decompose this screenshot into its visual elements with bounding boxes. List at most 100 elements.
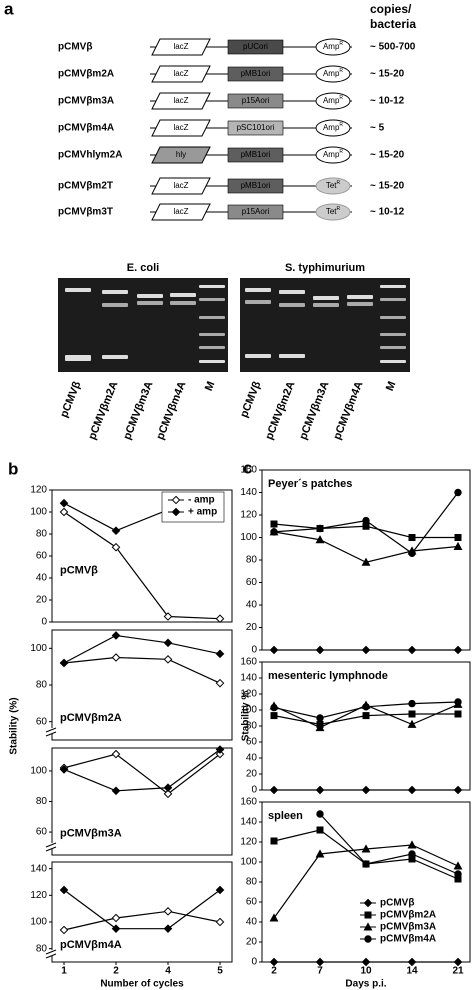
point: [454, 488, 462, 497]
y-tick-label: 160: [240, 465, 257, 476]
marker-gene: [151, 92, 211, 110]
y-tick-label: 60: [36, 716, 48, 727]
point: [362, 712, 370, 720]
point: [407, 840, 417, 849]
point: [362, 516, 370, 525]
resistance-name: Amp: [323, 150, 340, 159]
construct-name: pCMVβ: [58, 42, 92, 53]
point: [111, 631, 121, 640]
resistance-label: AmpR: [323, 122, 343, 132]
lane-label: pCMVβm2A: [263, 380, 297, 442]
point: [408, 850, 416, 858]
gel-band: [137, 294, 163, 298]
y-tick-label: 0: [251, 957, 257, 968]
point: [364, 935, 372, 943]
construct-name: pCMVβm4A: [58, 123, 114, 134]
y-tick-label: 100: [30, 917, 47, 928]
point: [269, 957, 279, 967]
point: [163, 638, 173, 648]
y-tick-label: 80: [246, 877, 258, 888]
gel-band: [380, 298, 406, 301]
copies: ~ 10-12: [370, 207, 405, 218]
resistance-label: AmpR: [323, 68, 343, 78]
copies-header: copies/: [370, 2, 412, 16]
marker-gene: [151, 65, 211, 83]
lane-label: pCMVβm4A: [154, 380, 188, 442]
panel-title: pCMVβm4A: [60, 939, 122, 951]
panel-label: b: [8, 459, 18, 478]
marker-gene-label: lacZ: [173, 69, 188, 78]
resistance-label: TetR: [326, 180, 341, 190]
gel-band: [279, 303, 305, 307]
point: [111, 786, 121, 796]
y-tick-label: 20: [246, 937, 258, 948]
ori-label: p15Aori: [242, 96, 270, 105]
y-tick-label: 100: [30, 507, 47, 518]
point: [59, 925, 69, 935]
copies: ~ 15-20: [370, 181, 405, 192]
marker-gene-label: lacZ: [173, 207, 188, 216]
series-line: [63, 511, 221, 620]
point: [111, 749, 121, 759]
y-tick-label: 120: [240, 510, 257, 521]
resistance-gene: [315, 38, 351, 56]
ori: [227, 204, 284, 220]
marker-gene: [151, 146, 211, 164]
point: [364, 911, 372, 919]
copies: ~ 15-20: [370, 69, 405, 80]
x-tick-label: 7: [317, 966, 323, 977]
resistance-name: Tet: [326, 207, 337, 216]
lane-label: pCMVβm3A: [121, 380, 155, 442]
ori: [227, 66, 284, 82]
axis-break: [45, 842, 57, 848]
y-tick-label: 120: [240, 837, 257, 848]
series-line: [63, 910, 221, 931]
marker-gene: [151, 203, 211, 221]
gel-title: S. typhimurium: [285, 262, 365, 274]
resistance-gene: [315, 203, 351, 221]
panel-label: c: [243, 458, 252, 477]
copies: ~ 5: [370, 123, 385, 134]
axis-break-gap: [46, 843, 56, 849]
point: [316, 524, 324, 533]
y-tick-label: 120: [30, 890, 47, 901]
resistance-sup: R: [337, 206, 341, 212]
legend-box: [161, 491, 225, 523]
ori-label: pMB1ori: [241, 150, 271, 159]
y-tick-label: 80: [36, 529, 48, 540]
gel-band: [65, 288, 91, 292]
ori: [227, 178, 284, 194]
gel-band: [279, 290, 305, 294]
point: [315, 849, 325, 858]
resistance-sup: R: [339, 149, 343, 155]
point: [361, 785, 371, 795]
construct-name: pCMVhlym2A: [58, 150, 122, 161]
point: [407, 785, 417, 795]
gel-band: [279, 354, 305, 358]
x-tick-label: 5: [217, 966, 223, 977]
axis-break-gap: [46, 728, 56, 734]
resistance-sup: R: [339, 122, 343, 128]
point: [270, 837, 278, 845]
y-tick-label: 0: [41, 617, 47, 628]
lane-label: pCMVβm2A: [86, 380, 120, 442]
point: [362, 860, 370, 868]
y-tick-label: 100: [30, 766, 47, 777]
ori-label: pSC101ori: [237, 123, 275, 132]
point: [163, 789, 173, 799]
y-tick-label: 40: [246, 600, 258, 611]
legend-label: pCMVβ: [380, 898, 414, 909]
legend-label: pCMVβm3A: [380, 922, 436, 933]
point: [270, 520, 278, 528]
point: [453, 861, 463, 870]
y-tick-label: 80: [36, 680, 48, 691]
y-tick-label: 60: [36, 551, 48, 562]
gel-band: [347, 302, 373, 306]
point: [454, 534, 462, 541]
gel-band: [199, 285, 225, 288]
point: [111, 653, 121, 662]
gel-band: [380, 333, 406, 336]
resistance-sup: R: [339, 68, 343, 74]
axis-break: [45, 846, 57, 852]
